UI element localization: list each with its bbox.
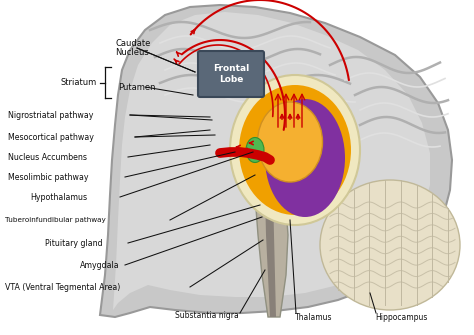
Text: Mesolimbic pathway: Mesolimbic pathway xyxy=(8,173,89,182)
Text: Substantia nigra: Substantia nigra xyxy=(175,311,239,320)
Polygon shape xyxy=(113,12,430,310)
Text: Hippocampus: Hippocampus xyxy=(375,313,428,322)
Text: Frontal
Lobe: Frontal Lobe xyxy=(213,64,249,84)
Text: Tuberoinfundibular pathway: Tuberoinfundibular pathway xyxy=(5,217,106,223)
Text: Pituitary gland: Pituitary gland xyxy=(45,239,103,248)
Ellipse shape xyxy=(257,102,322,182)
Text: Hypothalamus: Hypothalamus xyxy=(30,193,87,201)
Polygon shape xyxy=(264,150,276,317)
Text: Nigrostriatal pathway: Nigrostriatal pathway xyxy=(8,111,93,120)
Polygon shape xyxy=(252,150,288,317)
Text: Mesocortical pathway: Mesocortical pathway xyxy=(8,133,94,141)
Ellipse shape xyxy=(239,85,351,215)
Ellipse shape xyxy=(265,99,345,217)
FancyBboxPatch shape xyxy=(198,51,264,97)
Text: Thalamus: Thalamus xyxy=(295,313,332,322)
Text: Nucleus: Nucleus xyxy=(115,48,149,57)
Ellipse shape xyxy=(230,75,360,225)
Polygon shape xyxy=(100,5,452,317)
Text: Caudate: Caudate xyxy=(115,39,150,48)
Ellipse shape xyxy=(246,137,264,162)
Text: Amygdala: Amygdala xyxy=(80,261,119,269)
Text: Nucleus Accumbens: Nucleus Accumbens xyxy=(8,152,87,161)
Ellipse shape xyxy=(320,180,460,310)
Text: VTA (Ventral Tegmental Area): VTA (Ventral Tegmental Area) xyxy=(5,282,120,291)
Text: Putamen: Putamen xyxy=(118,82,155,91)
Text: Striatum: Striatum xyxy=(61,78,97,87)
